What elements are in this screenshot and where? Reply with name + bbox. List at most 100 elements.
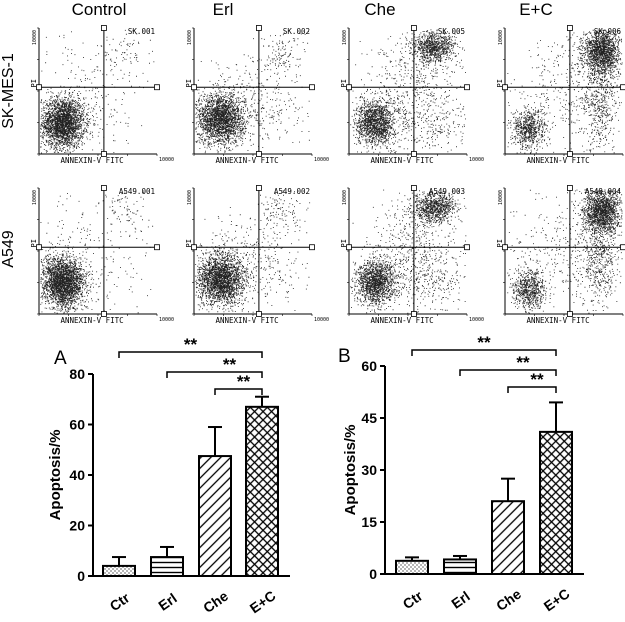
quadrant-handle bbox=[191, 84, 197, 91]
bar-ctr bbox=[395, 559, 429, 575]
quadrant-handle bbox=[256, 25, 262, 31]
event-dots bbox=[40, 191, 154, 314]
significance-stars: ** bbox=[477, 333, 491, 352]
column-label-che: Che bbox=[364, 0, 396, 19]
y-tick-label: 30 bbox=[361, 462, 377, 478]
y-axis-label: PI bbox=[30, 239, 38, 247]
y-max-tick: 10000 bbox=[187, 30, 193, 45]
quadrant-handle bbox=[101, 25, 107, 31]
flow-panel-a549-che: A549.003 ANNEXIN-V FITC PI 10000 10000 bbox=[340, 184, 491, 330]
y-tick-label: 40 bbox=[69, 467, 85, 483]
category-label: Ctr bbox=[400, 587, 426, 612]
y-tick-label: 0 bbox=[369, 566, 377, 582]
quadrant-handle bbox=[154, 84, 160, 91]
flow-panel-sk-mes-1-control: SK.001 ANNEXIN-V FITC PI 10000 10000 bbox=[30, 24, 181, 170]
bar-ec bbox=[539, 430, 573, 575]
event-dots bbox=[507, 189, 623, 314]
y-max-tick: 10000 bbox=[498, 190, 504, 205]
quadrant-handle bbox=[411, 151, 417, 157]
category-label: Erl bbox=[155, 590, 179, 614]
significance-stars: ** bbox=[237, 372, 251, 391]
y-axis-label: PI bbox=[496, 79, 504, 87]
quadrant-handle bbox=[191, 244, 197, 251]
y-max-tick: 10000 bbox=[32, 30, 38, 45]
x-max-tick: 10000 bbox=[159, 157, 174, 163]
quadrant-handle bbox=[567, 25, 573, 31]
y-max-tick: 10000 bbox=[32, 190, 38, 205]
file-label: SK.005 bbox=[438, 27, 465, 36]
y-axis-label: PI bbox=[185, 239, 193, 247]
flow-panel-sk-mes-1-erl: SK.002 ANNEXIN-V FITC PI 10000 10000 bbox=[185, 24, 336, 170]
quadrant-handle bbox=[620, 244, 625, 251]
quadrant-handle bbox=[346, 244, 352, 251]
y-max-tick: 10000 bbox=[498, 30, 504, 45]
quadrant-handle bbox=[101, 151, 107, 157]
quadrant-handle bbox=[154, 244, 160, 251]
significance-bracket bbox=[411, 349, 557, 356]
bar-erl bbox=[443, 558, 477, 576]
significance-bracket bbox=[118, 351, 263, 358]
event-dots bbox=[195, 31, 310, 154]
bar-che bbox=[491, 500, 525, 576]
quadrant-handle bbox=[101, 185, 107, 191]
quadrant-handle bbox=[502, 84, 508, 91]
quadrant-handle bbox=[36, 244, 42, 251]
x-max-tick: 10000 bbox=[469, 157, 484, 163]
y-tick-label: 15 bbox=[361, 514, 377, 530]
category-label: E+C bbox=[247, 587, 279, 616]
x-max-tick: 10000 bbox=[314, 317, 329, 323]
y-tick-label: 60 bbox=[69, 417, 85, 433]
flow-panel-sk-mes-1-che: SK.005 ANNEXIN-V FITC PI 10000 10000 bbox=[340, 24, 491, 170]
quadrant-handle bbox=[256, 311, 262, 317]
bar-che bbox=[198, 455, 232, 577]
y-max-tick: 10000 bbox=[342, 190, 348, 205]
quadrant-handle bbox=[464, 244, 470, 251]
y-max-tick: 10000 bbox=[342, 30, 348, 45]
quadrant-handle bbox=[567, 311, 573, 317]
quadrant-handle bbox=[256, 185, 262, 191]
event-dots bbox=[350, 29, 466, 154]
file-label: A549.002 bbox=[274, 187, 310, 196]
y-axis-label: Apoptosis/% bbox=[342, 425, 359, 516]
y-axis-label: PI bbox=[30, 79, 38, 87]
quadrant-handle bbox=[620, 84, 625, 91]
y-axis-label: Apoptosis/% bbox=[47, 430, 64, 521]
event-dots bbox=[506, 29, 623, 154]
x-axis-label: ANNEXIN-V FITC bbox=[370, 316, 433, 325]
event-dots bbox=[350, 189, 467, 314]
quadrant-handle bbox=[256, 151, 262, 157]
y-max-tick: 10000 bbox=[187, 190, 193, 205]
y-tick-label: 20 bbox=[69, 518, 85, 534]
file-label: SK.002 bbox=[283, 27, 310, 36]
panel-letter: B bbox=[338, 346, 351, 367]
file-label: A549.004 bbox=[585, 187, 622, 196]
significance-stars: ** bbox=[184, 335, 198, 354]
significance-bracket bbox=[166, 371, 263, 378]
x-axis-label: ANNEXIN-V FITC bbox=[215, 316, 278, 325]
flow-panel-a549-erl: A549.002 ANNEXIN-V FITC PI 10000 10000 bbox=[185, 184, 336, 330]
y-tick-label: 0 bbox=[77, 568, 85, 584]
x-axis-label: ANNEXIN-V FITC bbox=[60, 156, 123, 165]
x-max-tick: 10000 bbox=[314, 157, 329, 163]
x-axis-label: ANNEXIN-V FITC bbox=[215, 156, 278, 165]
panel-letter: A bbox=[54, 348, 67, 369]
quadrant-handle bbox=[309, 244, 315, 251]
file-label: SK.001 bbox=[128, 27, 155, 36]
y-axis-label: PI bbox=[340, 79, 348, 87]
y-tick-label: 80 bbox=[69, 366, 85, 382]
category-label: Ctr bbox=[107, 589, 133, 614]
y-tick-label: 60 bbox=[361, 358, 377, 374]
x-axis-label: ANNEXIN-V FITC bbox=[60, 316, 123, 325]
quadrant-handle bbox=[567, 151, 573, 157]
quadrant-handle bbox=[101, 311, 107, 317]
x-axis-label: ANNEXIN-V FITC bbox=[370, 156, 433, 165]
quadrant-handle bbox=[411, 311, 417, 317]
bar-ec bbox=[245, 405, 279, 578]
significance-bracket bbox=[507, 386, 557, 393]
significance-bracket bbox=[214, 388, 263, 395]
column-label-erl: Erl bbox=[212, 0, 234, 19]
